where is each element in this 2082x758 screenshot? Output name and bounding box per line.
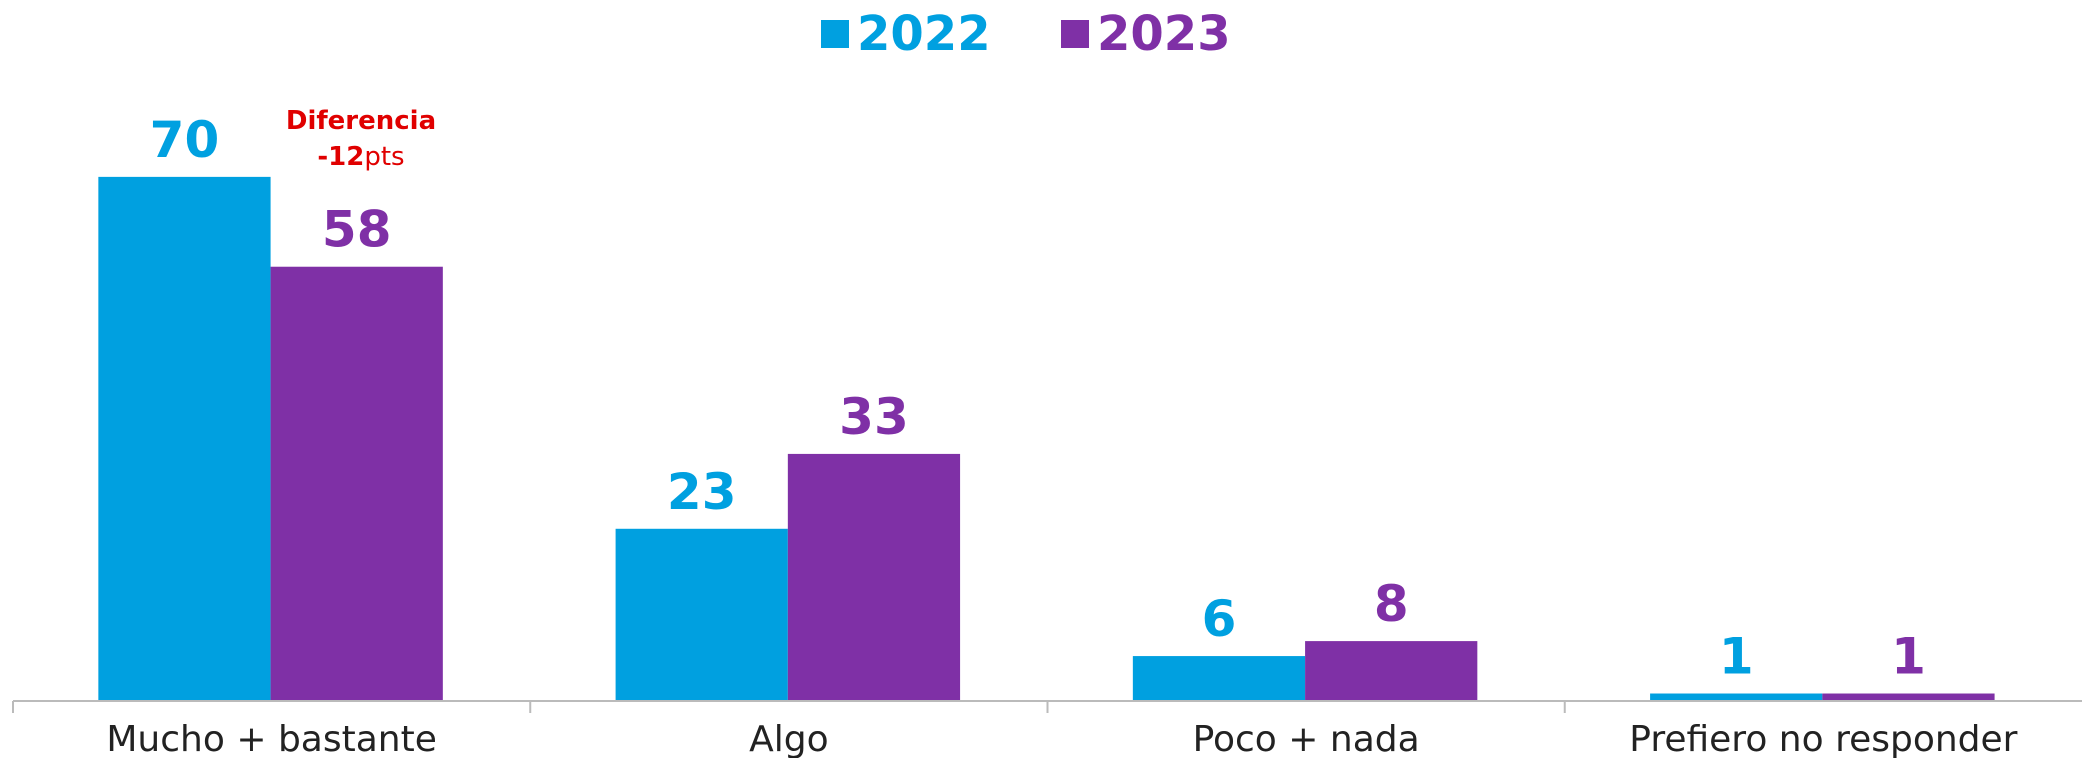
legend-swatch	[821, 20, 849, 48]
value-label: 58	[322, 201, 392, 259]
annotation-title: Diferencia	[286, 106, 436, 136]
bar	[787, 453, 961, 701]
value-label: 1	[1891, 628, 1926, 686]
annotation-value: -12	[317, 142, 364, 172]
legend-label: 2022	[857, 6, 991, 62]
value-label: 33	[839, 388, 909, 446]
bar	[1132, 656, 1306, 701]
annotation-unit: pts	[364, 142, 404, 172]
value-label: 6	[1202, 590, 1237, 648]
bar	[98, 176, 271, 701]
x-tick-label: Mucho + bastante	[106, 719, 437, 758]
bar	[1650, 693, 1823, 701]
value-label: 23	[667, 463, 737, 521]
x-tick-label: Prefiero no responder	[1629, 719, 2017, 758]
bar	[615, 528, 788, 701]
bar	[270, 266, 443, 701]
x-tick-label: Poco + nada	[1193, 719, 1420, 758]
annotation: -12pts	[317, 142, 404, 172]
legend-swatch	[1061, 20, 1089, 48]
x-tick-label: Algo	[749, 719, 829, 758]
bar	[1305, 641, 1478, 701]
value-label: 8	[1374, 575, 1409, 633]
value-label: 70	[150, 111, 220, 169]
legend-label: 2023	[1097, 6, 1231, 62]
value-label: 1	[1719, 628, 1754, 686]
bar	[1822, 693, 1995, 701]
